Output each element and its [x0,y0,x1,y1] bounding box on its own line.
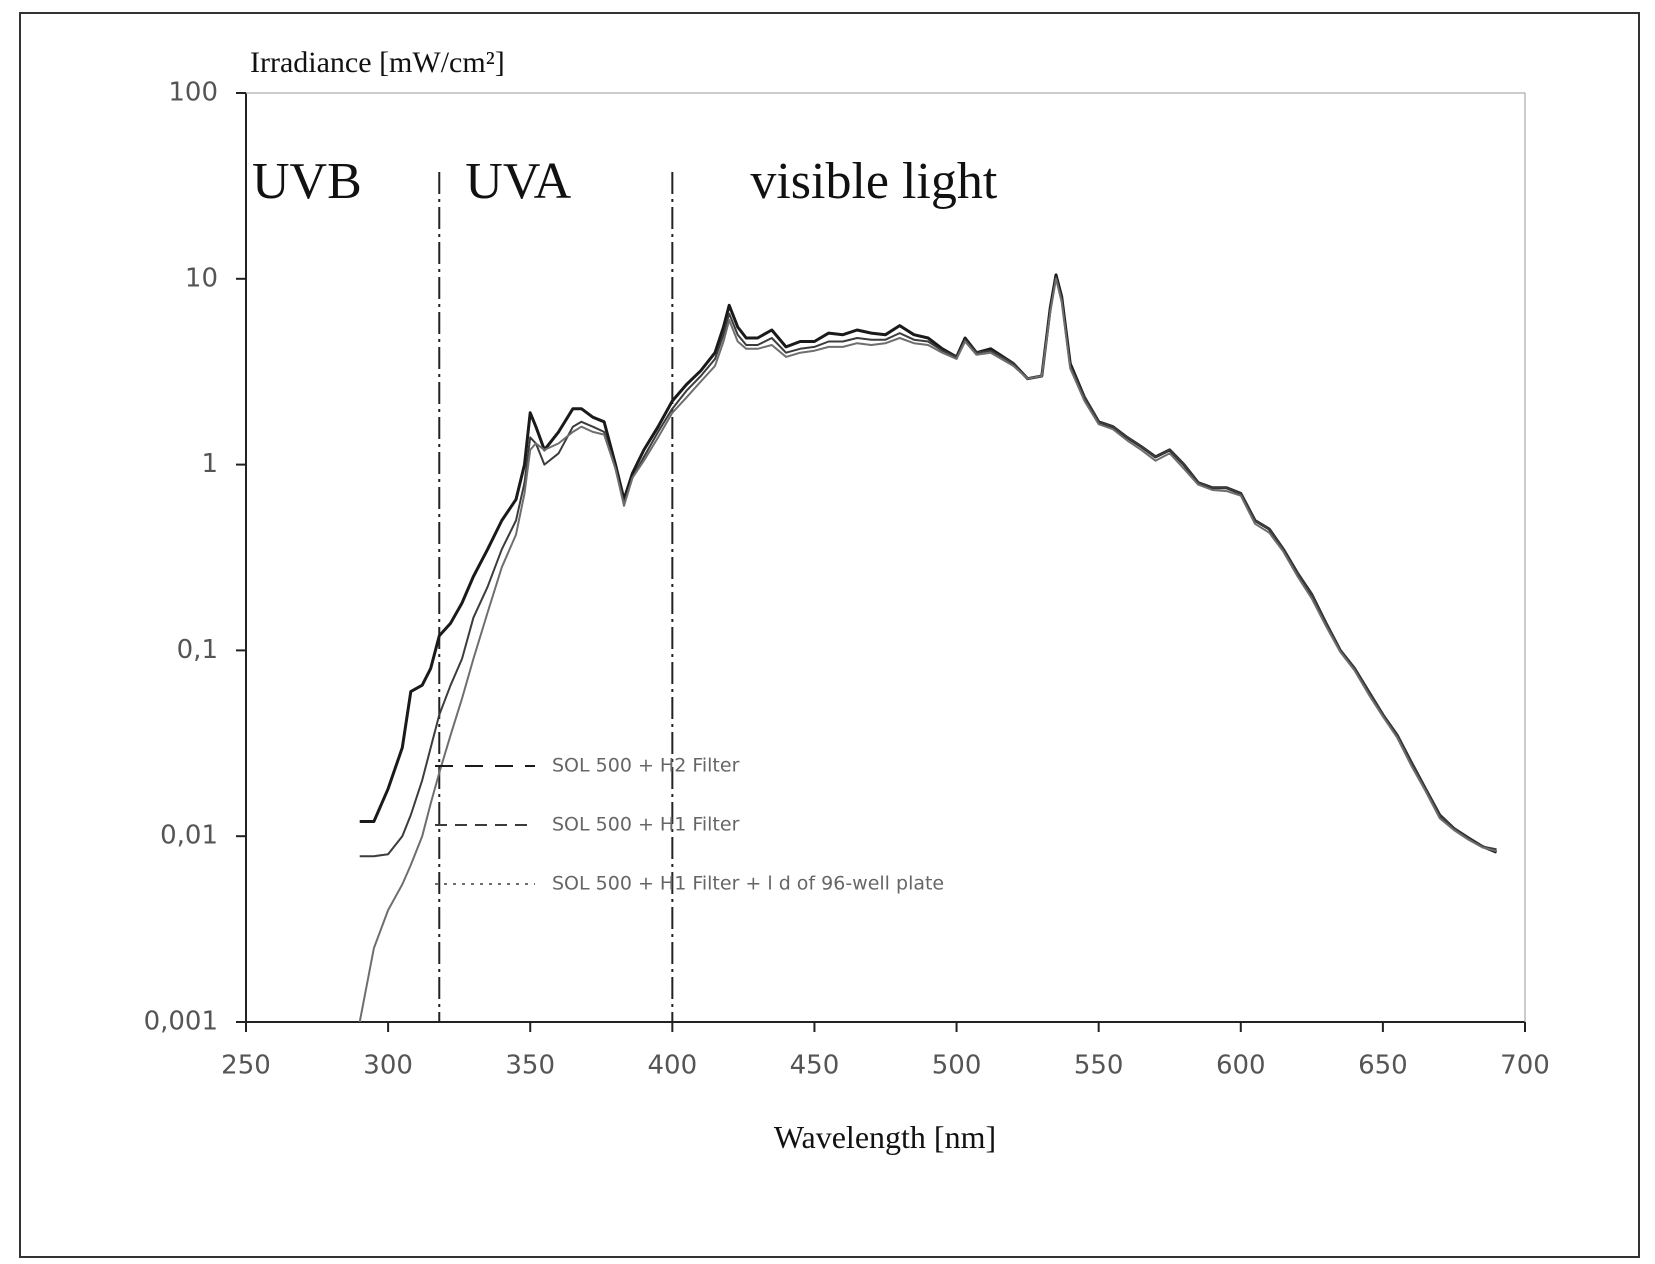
x-tick-label: 600 [1216,1051,1266,1081]
legend-label: SOL 500 + H1 Filter + l d of 96-well pla… [552,873,944,895]
y-tick-label: 0,01 [160,821,218,851]
y-axis-label: Irradiance [mW/cm²] [250,46,505,79]
y-tick-label: 1 [201,449,218,479]
series-line [358,277,1497,1023]
frame [19,12,1640,1258]
x-tick-label: 250 [221,1051,271,1081]
x-tick-label: 500 [932,1051,982,1081]
y-tick-label: 10 [185,263,218,293]
x-tick-label: 550 [1074,1051,1124,1081]
x-tick-label: 400 [648,1051,698,1081]
y-tick-label: 0,1 [177,635,218,665]
region-label: UVB [252,153,362,210]
x-tick-label: 650 [1358,1051,1408,1081]
legend-label: SOL 500 + H1 Filter [552,814,740,836]
x-tick-label: 700 [1500,1051,1550,1081]
x-axis-label: Wavelength [nm] [774,1119,996,1155]
legend-label: SOL 500 + H2 Filter [552,755,740,777]
x-tick-label: 350 [505,1051,555,1081]
y-tick-label: 0,001 [144,1007,218,1037]
series-line [359,276,1497,858]
x-tick-label: 300 [363,1051,413,1081]
y-tick-label: 100 [168,78,218,108]
region-label: UVA [465,153,571,210]
region-label: visible light [750,153,998,210]
x-tick-label: 450 [790,1051,840,1081]
